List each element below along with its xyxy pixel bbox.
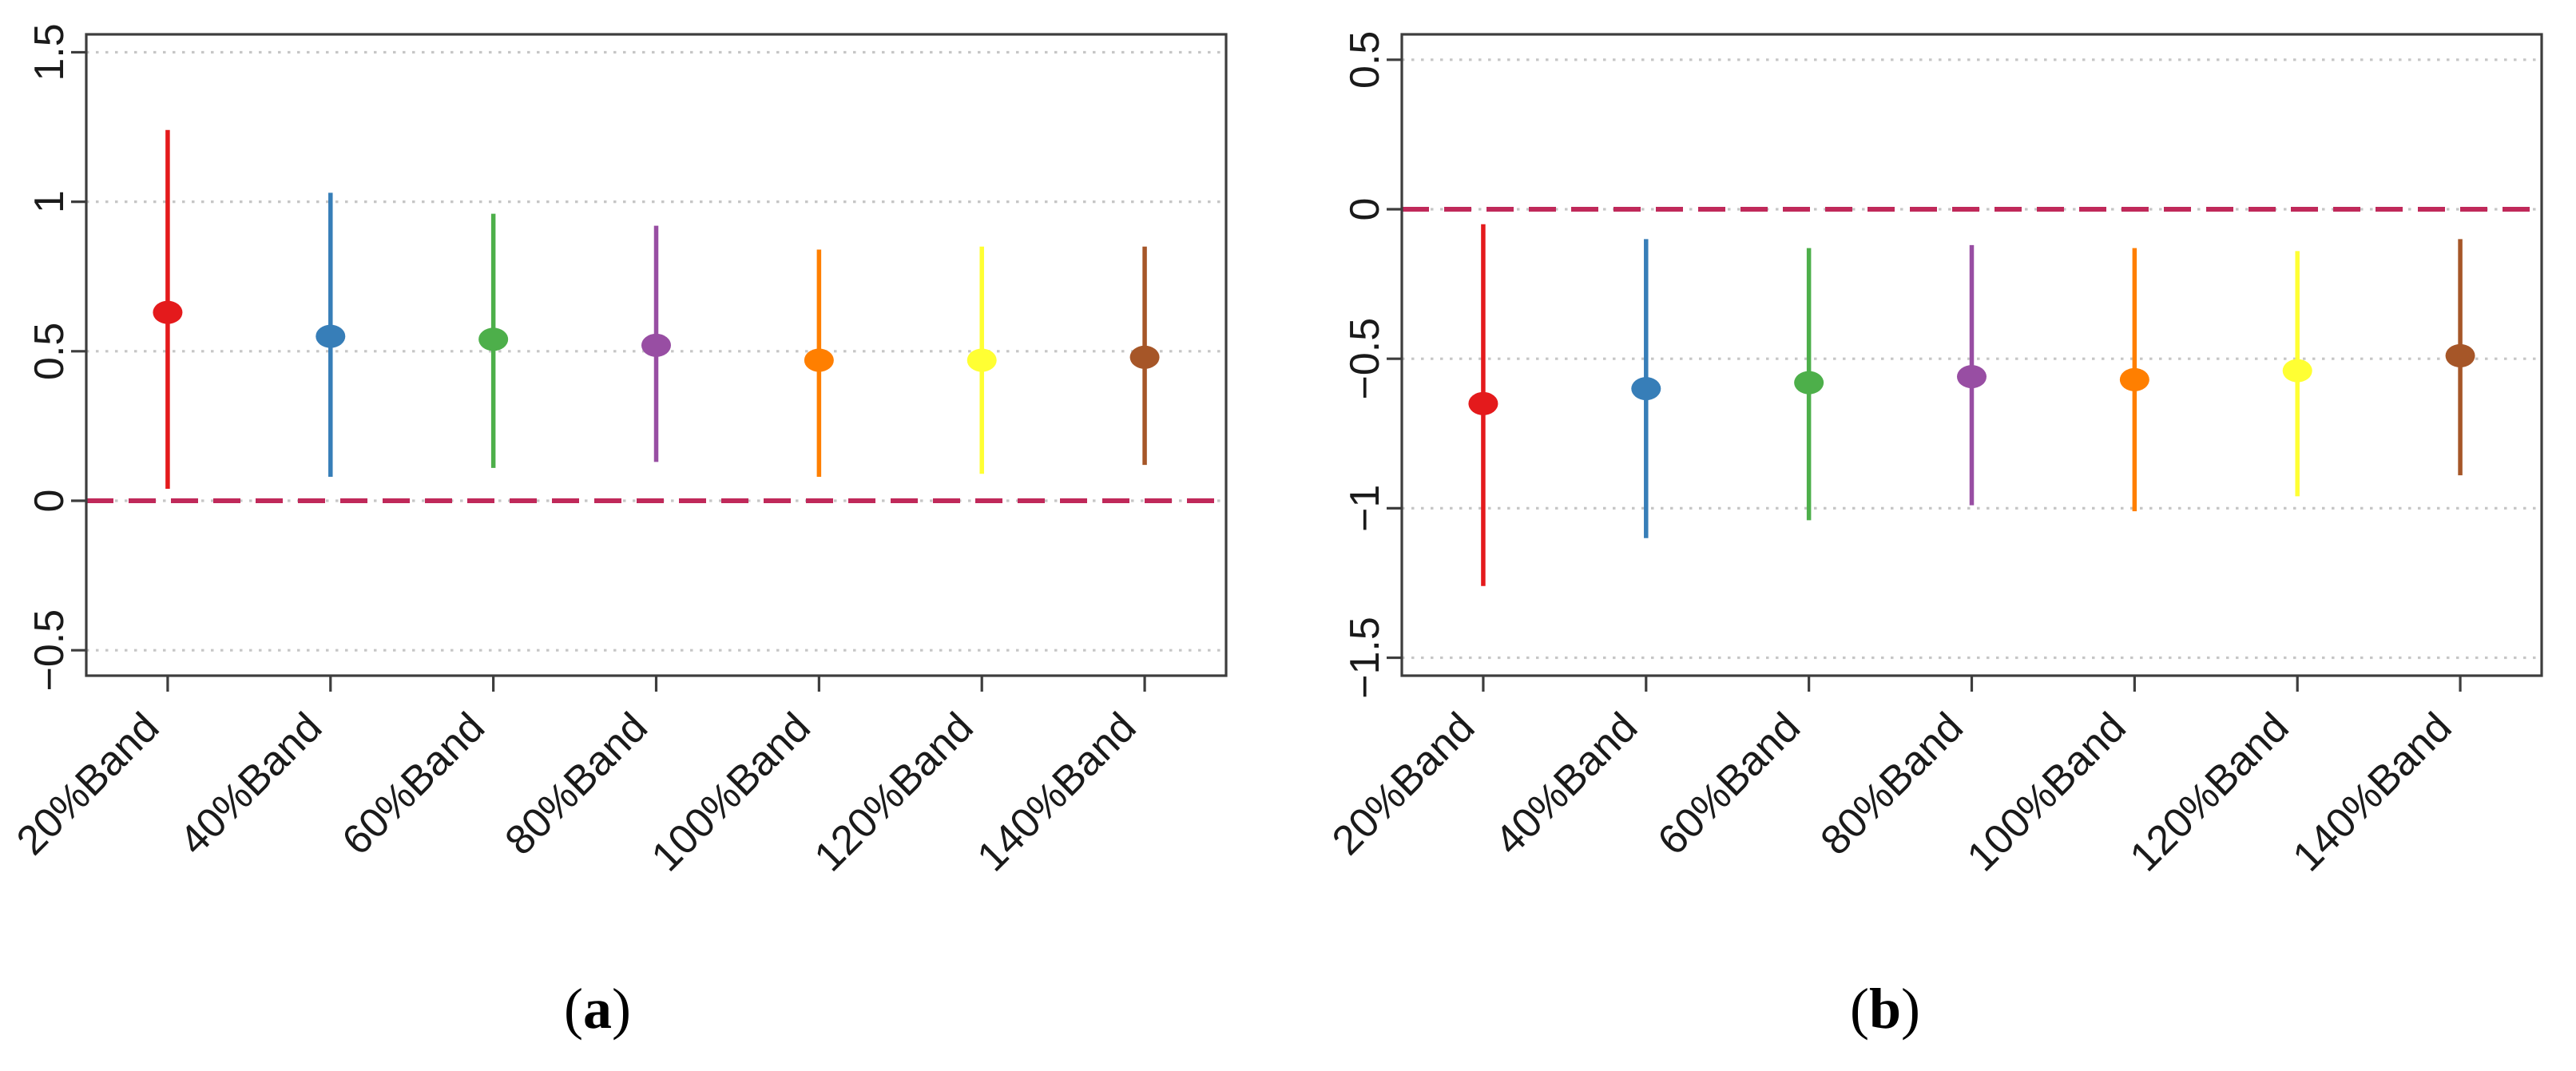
x-tick-label: 60%Band (1649, 704, 1809, 863)
point-20%Band (1468, 391, 1498, 415)
x-tick-label: 100%Band (643, 704, 820, 880)
error-bar-series (1468, 224, 2475, 586)
point-60%Band (478, 327, 509, 351)
x-tick-label: 20%Band (8, 704, 168, 863)
x-tick-label: 80%Band (1812, 704, 1971, 863)
point-80%Band (1957, 365, 1987, 389)
point-100%Band (804, 348, 834, 372)
y-tick-label: 1 (26, 190, 73, 213)
caption-close-paren: ) (1901, 977, 1920, 1041)
x-tick-label: 140%Band (2284, 704, 2461, 880)
caption-open-paren: ( (1849, 977, 1869, 1041)
x-tick-label: 40%Band (171, 704, 331, 863)
x-axis: 20%Band 40%Band 60%Band 80%Band100%Band120%… (1324, 676, 2462, 880)
point-60%Band (1794, 371, 1824, 395)
x-tick-label: 100%Band (1959, 704, 2135, 880)
caption-letter: a (583, 977, 612, 1041)
panel-b-chart: −1.5 −1 −0.5 0 0.5 20%Band 40%Band 60%Band 80%Ba… (1324, 31, 2543, 880)
point-140%Band (2445, 343, 2475, 367)
y-tick-label: 0 (1342, 198, 1388, 221)
x-tick-label: 120%Band (806, 704, 982, 880)
point-100%Band (2119, 367, 2149, 391)
caption-open-paren: ( (564, 977, 583, 1041)
point-120%Band (2282, 359, 2312, 383)
x-tick-label: 140%Band (969, 704, 1145, 880)
panel-b: −1.5 −1 −0.5 0 0.5 20%Band 40%Band 60%Band 80%Ba… (1288, 0, 2575, 1071)
x-tick-label: 80%Band (496, 704, 656, 863)
x-tick-label: 120%Band (2122, 704, 2298, 880)
y-tick-label: −0.5 (26, 609, 73, 692)
y-axis: −1.5 −1 −0.5 0 0.5 (1342, 31, 1402, 699)
y-tick-label: −1.5 (1342, 617, 1388, 699)
point-80%Band (641, 333, 671, 357)
panel-a: −0.5 0 0.5 1 1.5 20%Band 40%Band 60%Band 80%Band… (0, 23, 1241, 1042)
panel-b-caption: (b) (1241, 976, 2529, 1042)
y-tick-label: −0.5 (1342, 318, 1388, 400)
x-tick-label: 40%Band (1486, 704, 1646, 863)
x-tick-label: 60%Band (334, 704, 494, 863)
panel-a-caption: (a) (0, 976, 1241, 1042)
y-tick-label: −1 (1342, 485, 1388, 532)
y-tick-label: 0 (26, 490, 73, 513)
y-tick-label: 0.5 (1342, 31, 1388, 89)
panel-a-chart: −0.5 0 0.5 1 1.5 20%Band 40%Band 60%Band 80%Band… (8, 23, 1228, 880)
y-tick-label: 1.5 (26, 23, 73, 81)
point-40%Band (316, 324, 346, 348)
point-40%Band (1631, 377, 1661, 401)
caption-letter: b (1868, 977, 1902, 1041)
x-axis: 20%Band 40%Band 60%Band 80%Band100%Band120%… (8, 676, 1146, 880)
x-tick-label: 20%Band (1324, 704, 1483, 863)
point-20%Band (153, 300, 183, 324)
error-bar-series (153, 129, 1160, 490)
y-axis: −0.5 0 0.5 1 1.5 (26, 23, 86, 692)
y-tick-label: 0.5 (26, 323, 73, 380)
caption-close-paren: ) (612, 977, 631, 1041)
point-120%Band (966, 348, 997, 372)
point-140%Band (1129, 345, 1160, 369)
